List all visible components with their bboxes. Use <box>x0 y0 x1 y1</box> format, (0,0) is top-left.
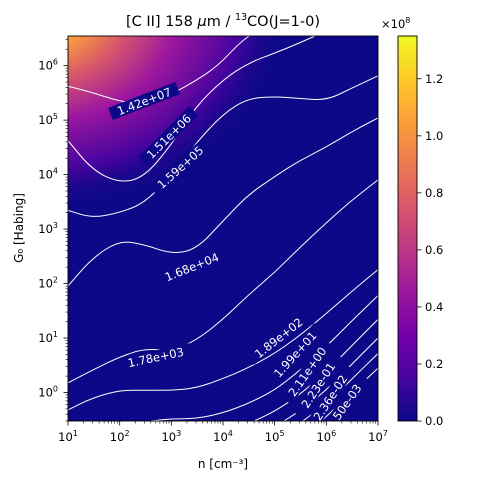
contour-label-gap <box>155 247 228 287</box>
x-tick-label: 107 <box>368 429 388 444</box>
contour-label-gap <box>265 322 324 386</box>
y-tick-label: 106 <box>38 58 58 73</box>
contour-line <box>68 75 378 217</box>
colorbar-tick-label: 1.2 <box>425 72 443 86</box>
x-tick-label: 103 <box>161 429 181 444</box>
colorbar-tick-label: 0.4 <box>425 300 443 314</box>
colorbar: 0.0 0.2 0.4 0.6 0.8 1.0 1.2 ×108 <box>381 16 443 428</box>
colorbar-tick-label: 0.0 <box>425 414 443 428</box>
x-tick-label: 102 <box>110 429 130 444</box>
title-unit: m / <box>207 14 235 30</box>
x-tick-label: 104 <box>213 429 233 444</box>
x-axis-label: n [cm⁻³] <box>198 457 248 471</box>
y-tick-label: 105 <box>38 112 58 127</box>
colorbar-tick-label: 0.6 <box>425 243 443 257</box>
colorbar-ticks: 0.0 0.2 0.4 0.6 0.8 1.0 1.2 <box>417 72 443 428</box>
contour-label-gap <box>108 82 181 120</box>
x-tick-label: 105 <box>265 429 285 444</box>
contour-label-gap <box>292 351 343 419</box>
contour-label-gap <box>246 310 311 365</box>
contour-label-gap <box>138 106 199 167</box>
y-tick-label: 104 <box>38 167 58 182</box>
y-axis: 100 101 102 103 104 105 106 <box>38 39 68 422</box>
contour-line <box>68 179 378 384</box>
contour-label-gap <box>148 138 212 197</box>
x-tick-label: 101 <box>58 429 78 444</box>
x-tick-label: 106 <box>316 429 336 444</box>
title-mu: μ <box>196 14 206 30</box>
y-tick-label: 100 <box>38 385 58 400</box>
plot-area: 1.42e+071.51e+061.59e+051.68e+041.78e+03… <box>68 36 378 421</box>
colorbar-gradient <box>397 35 418 422</box>
title-prefix: [C II] 158 <box>126 14 198 30</box>
contour-line <box>253 319 378 421</box>
y-tick-label: 102 <box>38 276 58 291</box>
colorbar-tick-label: 0.8 <box>425 186 443 200</box>
contour-line <box>68 117 378 287</box>
contour-label-gap <box>281 338 333 405</box>
y-tick-label: 103 <box>38 221 58 236</box>
contour-label-gap <box>119 343 193 371</box>
contour-label-gap <box>317 373 370 421</box>
colorbar-multiplier: ×108 <box>381 16 410 31</box>
title-suffix: CO(J=1-0) <box>247 14 320 30</box>
y-axis-label: G₀ [Habing] <box>12 193 26 263</box>
contour-label-gap <box>304 363 356 421</box>
title-superscript: 13 <box>235 12 247 23</box>
colorbar-tick-label: 0.2 <box>425 357 443 371</box>
y-tick-label: 101 <box>38 330 58 345</box>
colorbar-tick-label: 1.0 <box>425 129 443 143</box>
chart-title: [C II] 158 μm / 13CO(J=1-0) <box>126 12 320 30</box>
x-axis: 101 102 103 104 105 106 107 <box>58 421 388 444</box>
